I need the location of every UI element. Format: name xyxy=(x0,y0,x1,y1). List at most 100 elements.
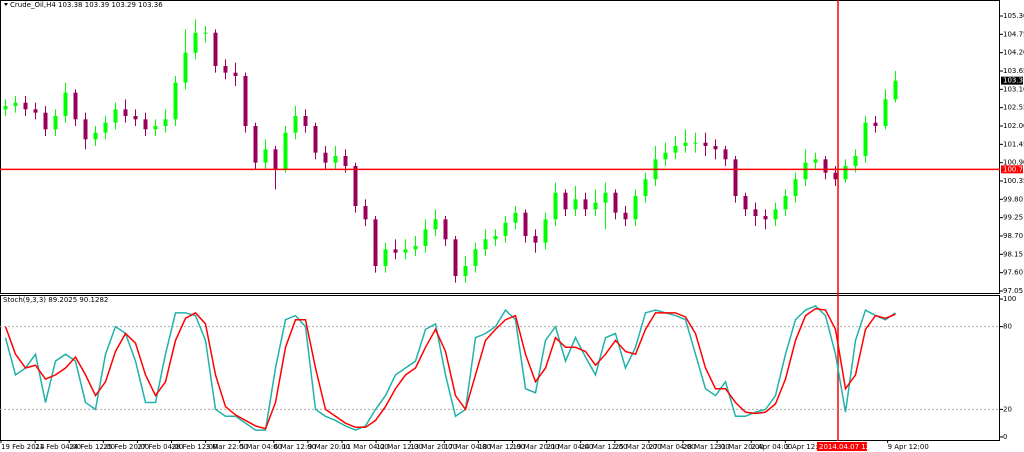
candle-body xyxy=(843,166,848,180)
candle-body xyxy=(463,266,468,276)
candle-body xyxy=(883,99,888,126)
price-header: Crude_Oil,H4 103.38 103.39 103.29 103.36 xyxy=(10,1,163,9)
candle-body xyxy=(123,109,128,116)
x-tick-label: 11 Mar 04:00 xyxy=(342,443,389,451)
candle-body xyxy=(203,32,208,34)
candle-body xyxy=(553,192,558,220)
candle-body xyxy=(783,196,788,210)
candle-body xyxy=(433,219,438,230)
candle-body xyxy=(193,32,198,53)
x-tick-label: 12 Mar 12:00 xyxy=(376,443,423,451)
candle-body xyxy=(613,192,618,213)
candle-body xyxy=(723,149,728,160)
candle-body xyxy=(83,119,88,140)
candle-body xyxy=(623,212,628,220)
crosshair-time-box xyxy=(817,442,867,451)
y-tick-label: 105.30 xyxy=(1003,12,1024,20)
candle-body xyxy=(493,236,498,240)
candle-body xyxy=(403,249,408,253)
candle-body xyxy=(683,142,688,146)
crosshair-time-label: 2014.04.07 12:00 xyxy=(819,443,881,451)
candle-body xyxy=(313,126,318,153)
y-tick-label: 97.05 xyxy=(1003,287,1023,295)
y-tick-label: 99.25 xyxy=(1003,214,1023,222)
candle-body xyxy=(813,159,818,163)
candle-body xyxy=(743,196,748,210)
candle-body xyxy=(563,192,568,210)
y-tick-label: 100.90 xyxy=(1003,159,1024,167)
candle-body xyxy=(673,146,678,153)
x-tick-label: 19 Mar 20:00 xyxy=(513,443,560,451)
candle-body xyxy=(823,159,828,173)
candle-body xyxy=(333,156,338,163)
candle-body xyxy=(573,199,578,210)
candle-body xyxy=(303,116,308,126)
x-tick-label: 24 Feb 12:00 xyxy=(69,443,115,451)
candle-body xyxy=(853,156,858,166)
x-tick-label: 6 Mar 12:00 xyxy=(274,443,316,451)
candle-body xyxy=(393,249,398,253)
crosshair-price-box xyxy=(1001,165,1023,174)
y-tick-label: 80 xyxy=(1003,323,1012,331)
x-tick-label: 25 Mar 20:00 xyxy=(615,443,662,451)
y-tick-label: 99.80 xyxy=(1003,195,1023,203)
x-tick-label: 25 Feb 20:00 xyxy=(103,443,149,451)
candle-body xyxy=(603,192,608,203)
y-tick-label: 20 xyxy=(1003,405,1012,413)
x-tick-label: 31 Mar 20:00 xyxy=(717,443,764,451)
candle-body xyxy=(113,109,118,123)
candle-body xyxy=(183,52,188,83)
candle-body xyxy=(153,126,158,130)
stoch-line xyxy=(4,307,896,430)
candle-body xyxy=(363,206,368,220)
x-tick-label: 5 Mar 04:00 xyxy=(240,443,282,451)
y-tick-label: 104.20 xyxy=(1003,49,1024,57)
y-tick-label: 102.00 xyxy=(1003,122,1024,130)
y-tick-label: 104.75 xyxy=(1003,30,1024,38)
candle-body xyxy=(523,212,528,236)
candle-body xyxy=(213,32,218,66)
y-tick-label: 103.10 xyxy=(1003,85,1024,93)
candle-body xyxy=(233,72,238,76)
candle-body xyxy=(773,209,778,220)
candle-body xyxy=(93,132,98,140)
x-tick-label: 13 Mar 20:00 xyxy=(410,443,457,451)
y-tick-label: 100 xyxy=(1003,295,1016,303)
y-tick-label: 98.15 xyxy=(1003,250,1023,258)
candle-body xyxy=(103,122,108,133)
y-tick-label: 103.65 xyxy=(1003,67,1024,75)
candle-body xyxy=(293,116,298,133)
x-tick-label: 3 Mar 22:00 xyxy=(206,443,248,451)
candle-body xyxy=(533,236,538,243)
candle-body xyxy=(833,172,838,180)
candle-body xyxy=(693,142,698,144)
candle-body xyxy=(343,156,348,166)
candle-body xyxy=(863,122,868,156)
candle-body xyxy=(263,149,268,163)
price-panel-frame xyxy=(0,0,1000,294)
y-tick-label: 101.45 xyxy=(1003,140,1024,148)
candle-body xyxy=(703,142,708,146)
candle-body xyxy=(473,249,478,266)
candle-body xyxy=(503,222,508,236)
candle-body xyxy=(33,109,38,113)
candle-body xyxy=(763,216,768,220)
candle-body xyxy=(803,162,808,180)
candle-body xyxy=(23,102,28,110)
stoch-header: Stoch(9,3,3) 89.2025 90.1282 xyxy=(3,296,108,304)
candle-body xyxy=(643,179,648,196)
y-tick-label: 0 xyxy=(1003,433,1007,441)
candle-body xyxy=(543,219,548,243)
candle-body xyxy=(63,92,68,116)
x-tick-label: 28 Mar 12:00 xyxy=(683,443,730,451)
x-tick-label: 27 Mar 04:00 xyxy=(649,443,696,451)
x-tick-label: 21 Mar 04:00 xyxy=(547,443,594,451)
y-tick-label: 102.55 xyxy=(1003,104,1024,112)
x-tick-label: 9 Apr 12:00 xyxy=(888,443,929,451)
x-tick-label: 3 Apr 12:00 xyxy=(785,443,826,451)
candle-body xyxy=(133,116,138,120)
x-tick-label: 28 Feb 12:00 xyxy=(172,443,218,451)
candle-body xyxy=(53,116,58,130)
